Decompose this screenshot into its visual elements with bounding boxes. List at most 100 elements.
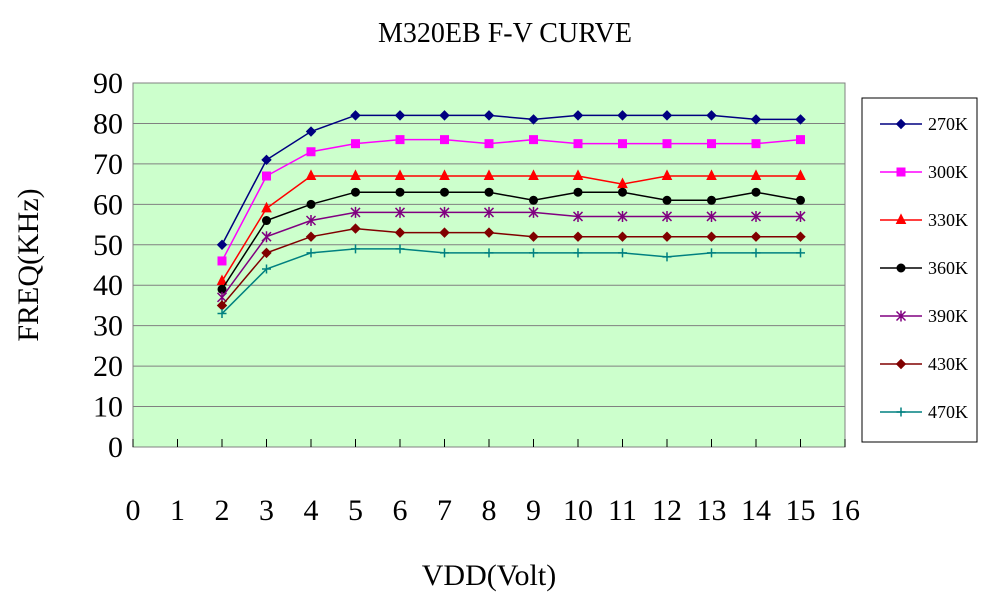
y-axis-label: FREQ(KHz) <box>12 188 45 341</box>
data-point <box>796 248 805 258</box>
data-point <box>529 135 538 145</box>
x-tick-label: 10 <box>563 494 593 527</box>
data-point <box>394 206 406 218</box>
x-tick-label: 4 <box>304 494 319 527</box>
data-point <box>707 195 716 205</box>
data-point <box>261 154 272 166</box>
series-line <box>221 175 801 282</box>
data-point <box>305 231 317 242</box>
legend-label: 430K <box>928 354 968 374</box>
data-point <box>750 210 762 222</box>
data-point <box>750 169 762 181</box>
x-tick-label: 9 <box>526 494 541 527</box>
data-point <box>483 227 495 238</box>
legend-label: 390K <box>928 306 968 326</box>
data-point <box>751 187 761 197</box>
data-point <box>529 248 538 258</box>
legend-marker <box>895 118 907 130</box>
data-point <box>706 169 717 181</box>
data-point <box>261 231 272 243</box>
data-point <box>351 187 360 197</box>
data-point <box>217 309 227 319</box>
data-point <box>440 135 449 145</box>
series-line <box>221 211 801 298</box>
data-point <box>795 114 806 125</box>
series-group <box>216 110 806 319</box>
legend: 270K 300K 330K 360K 390K 430K 470K <box>861 97 978 443</box>
data-point <box>706 210 717 222</box>
x-tick-label: 14 <box>741 494 771 527</box>
x-tick-label: 13 <box>697 494 727 527</box>
legend-label: 360K <box>928 258 968 278</box>
legend-marker <box>895 358 907 370</box>
data-point <box>350 169 361 181</box>
data-point <box>572 169 584 181</box>
x-axis-label: VDD(Volt) <box>422 559 556 592</box>
x-tick-label: 3 <box>259 494 274 527</box>
legend-marker <box>896 263 906 273</box>
legend-item: 330K <box>880 210 968 230</box>
series-line <box>221 248 801 315</box>
data-point <box>483 110 495 121</box>
data-point <box>261 201 272 213</box>
x-tick-label: 2 <box>215 494 230 527</box>
data-point <box>617 177 628 189</box>
legend-item: 470K <box>880 402 968 422</box>
x-tick-label: 5 <box>348 494 363 527</box>
series-300K <box>217 135 805 266</box>
data-point <box>795 231 806 242</box>
y-tick-label: 20 <box>93 350 123 383</box>
data-point <box>750 114 762 125</box>
data-point <box>573 139 583 149</box>
data-point <box>661 210 673 222</box>
data-point <box>661 110 673 121</box>
x-tick-label: 0 <box>126 494 141 527</box>
x-tick-label: 16 <box>830 494 860 527</box>
series-470K <box>217 244 805 319</box>
series-line <box>221 191 801 290</box>
data-point <box>439 110 450 121</box>
series-390K <box>216 206 806 303</box>
data-point <box>528 169 539 181</box>
legend-item: 360K <box>880 258 968 278</box>
y-tick-label: 30 <box>93 310 123 343</box>
x-tick-label: 8 <box>482 494 497 527</box>
data-point <box>618 187 627 197</box>
data-point <box>796 135 805 145</box>
legend-label: 470K <box>928 402 968 422</box>
data-point <box>751 248 761 258</box>
data-point <box>707 139 716 149</box>
data-point <box>262 264 271 274</box>
data-point <box>796 195 805 205</box>
data-point <box>350 110 361 121</box>
data-point <box>662 252 672 262</box>
data-point <box>528 231 539 242</box>
x-tick-label: 1 <box>170 494 185 527</box>
x-tick-label: 11 <box>608 494 637 527</box>
data-point <box>751 139 761 149</box>
data-point <box>572 231 584 242</box>
data-point <box>262 171 271 181</box>
data-point <box>350 223 361 234</box>
legend-marker <box>896 167 906 177</box>
data-point <box>483 169 495 181</box>
data-point <box>617 231 628 242</box>
plot-area <box>132 82 846 448</box>
data-point <box>484 187 494 197</box>
y-tick-label: 40 <box>93 269 123 302</box>
data-point <box>351 244 360 254</box>
data-point <box>618 248 627 258</box>
data-point <box>662 139 672 149</box>
series-360K <box>217 187 805 294</box>
series-270K <box>216 110 806 250</box>
legend-item: 300K <box>880 162 968 182</box>
legend-label: 300K <box>928 162 968 182</box>
data-point <box>216 274 228 286</box>
data-point <box>706 110 717 121</box>
data-point <box>750 231 762 242</box>
data-point <box>306 147 316 157</box>
data-point <box>572 210 584 222</box>
y-axis-ticks: 0 10 20 30 40 50 60 70 80 90 <box>93 67 123 464</box>
data-point <box>217 256 227 266</box>
